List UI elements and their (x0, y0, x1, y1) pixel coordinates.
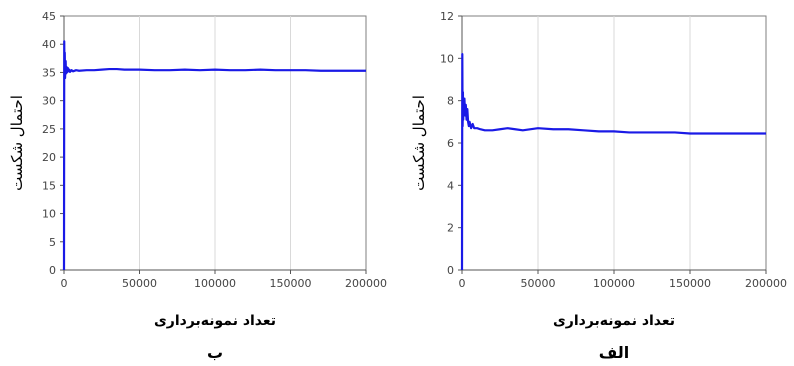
chart-panel-b: 0 50000 100000 150000 200000 0 5 10 15 20 25 30 35 40… (8, 10, 387, 362)
y-tick-label: 15 (42, 179, 56, 192)
y-tick-label: 0 (447, 264, 454, 277)
x-tick-label: 200000 (345, 277, 387, 290)
y-tick-label: 10 (42, 208, 56, 221)
y-tick-label: 0 (49, 264, 56, 277)
x-tick-label: 100000 (194, 277, 236, 290)
y-tick-label: 30 (42, 95, 56, 108)
y-tick-label: 6 (447, 137, 454, 150)
y-tick-label: 2 (447, 222, 454, 235)
x-tick-label: 50000 (122, 277, 157, 290)
x-tick-label: 150000 (669, 277, 711, 290)
y-tick-label: 45 (42, 10, 56, 23)
x-tick-label: 0 (459, 277, 466, 290)
panel-label: ب (207, 343, 223, 362)
y-tick-label: 35 (42, 66, 56, 79)
x-tick-label: 200000 (745, 277, 787, 290)
y-tick-label: 5 (49, 236, 56, 249)
x-axis-label: تعداد نمونه‌برداری (553, 313, 675, 329)
panel-label: الف (599, 343, 630, 362)
x-tick-label: 150000 (270, 277, 312, 290)
data-series-line (62, 40, 366, 271)
y-tick-label: 12 (440, 10, 454, 23)
data-series-line (460, 52, 766, 271)
y-axis-label: احتمال شکست (410, 95, 428, 191)
x-tick-label: 50000 (521, 277, 556, 290)
y-tick-label: 40 (42, 38, 56, 51)
y-tick-label: 10 (440, 52, 454, 65)
x-tick-label: 100000 (593, 277, 635, 290)
y-tick-label: 4 (447, 179, 454, 192)
x-axis-label: تعداد نمونه‌برداری (154, 313, 276, 329)
chart-panel-alef: 0 50000 100000 150000 200000 0 2 4 6 8 10 12 احتمال … (410, 10, 787, 362)
y-tick-label: 20 (42, 151, 56, 164)
y-axis-label: احتمال شکست (8, 95, 26, 191)
x-tick-label: 0 (61, 277, 68, 290)
y-tick-label: 25 (42, 123, 56, 136)
y-tick-label: 8 (447, 95, 454, 108)
